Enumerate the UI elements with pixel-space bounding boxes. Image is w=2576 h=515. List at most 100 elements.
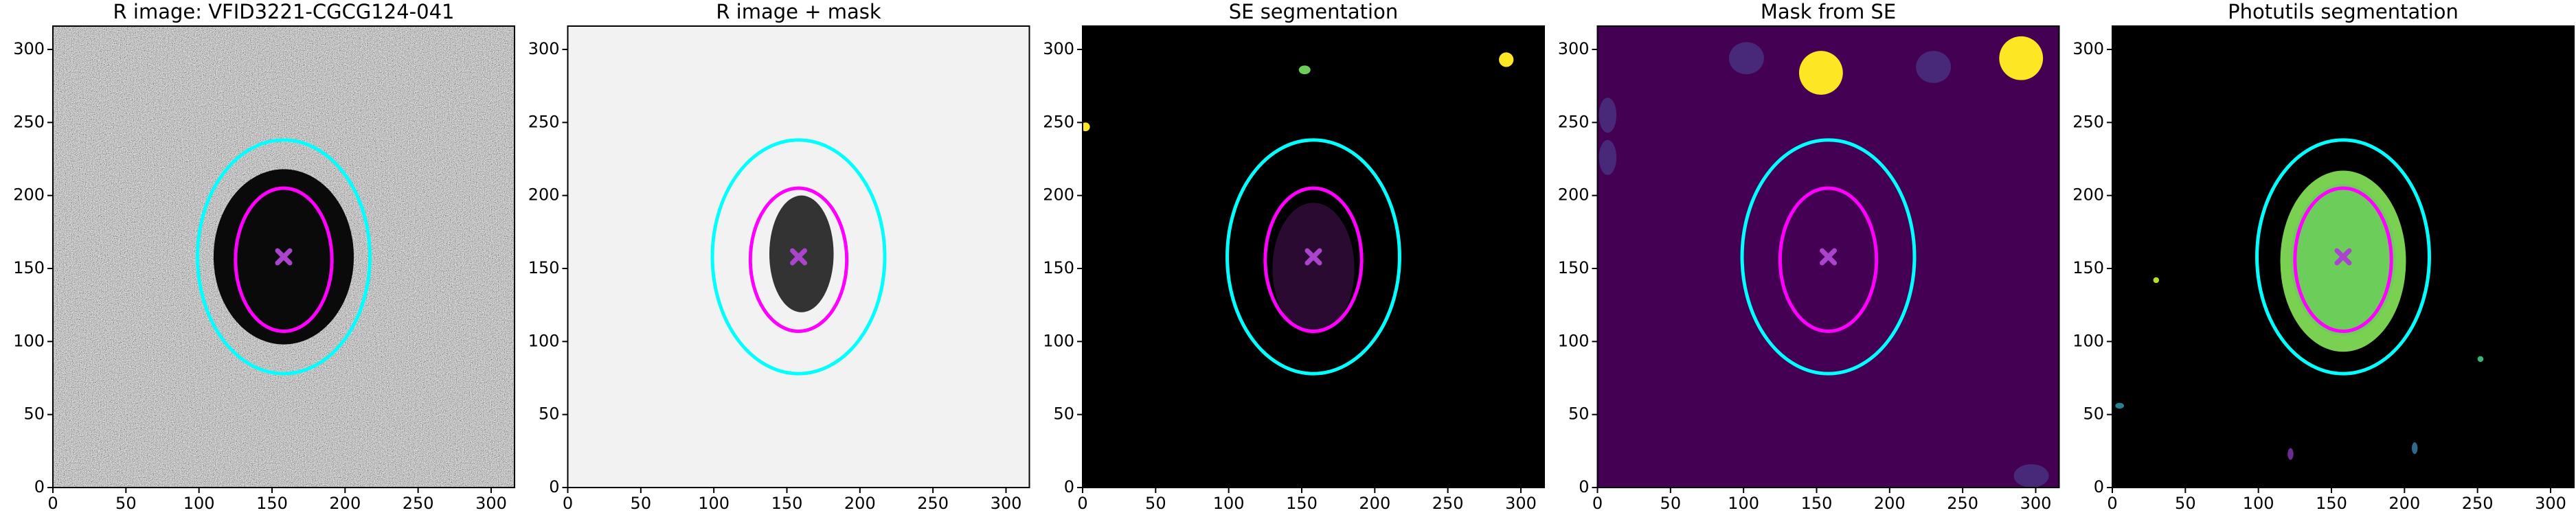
axes-frame xyxy=(567,25,1030,488)
aperture-ellipse xyxy=(2293,186,2393,333)
panel xyxy=(2112,26,2574,488)
aperture-ellipse xyxy=(1740,138,1917,376)
x-tick-label: 200 xyxy=(1874,494,1906,513)
aperture-ellipse xyxy=(1225,138,1401,376)
aperture-ellipse xyxy=(234,186,334,333)
x-tick-label: 0 xyxy=(2107,494,2117,513)
x-tick-label: 100 xyxy=(698,494,730,513)
y-tick-label: 150 xyxy=(1043,258,1074,277)
y-tick-label: 200 xyxy=(13,185,45,205)
x-tick-label: 50 xyxy=(2175,494,2196,513)
x-tick-label: 250 xyxy=(403,494,434,513)
x-tick-label: 100 xyxy=(1728,494,1759,513)
blob xyxy=(1083,122,1090,132)
x-tick-label: 250 xyxy=(1947,494,1978,513)
y-tick-label: 200 xyxy=(1043,185,1074,205)
panel-title: Photutils segmentation xyxy=(2228,0,2459,23)
x-tick-label: 150 xyxy=(1286,494,1318,513)
x-tick-label: 200 xyxy=(329,494,361,513)
y-tick-label: 300 xyxy=(1558,39,1590,58)
y-tick-label: 50 xyxy=(2083,404,2104,424)
y-tick-label: 250 xyxy=(1558,112,1590,131)
y-tick-label: 100 xyxy=(528,331,560,350)
y-tick-label: 300 xyxy=(1043,39,1074,58)
y-tick-label: 0 xyxy=(1579,477,1589,496)
aperture-ellipse xyxy=(1263,186,1364,333)
panel-title: R image: VFID3221-CGCG124-041 xyxy=(113,0,455,23)
y-tick-label: 100 xyxy=(2072,331,2104,350)
aperture-ellipse xyxy=(748,186,849,333)
y-tick-label: 300 xyxy=(528,39,560,58)
x-tick-label: 300 xyxy=(2535,494,2566,513)
blob xyxy=(1298,65,1311,75)
x-tick-label: 50 xyxy=(1145,494,1166,513)
y-tick-label: 50 xyxy=(23,404,45,424)
x-tick-label: 200 xyxy=(844,494,876,513)
x-tick-label: 300 xyxy=(2020,494,2052,513)
panel xyxy=(1083,26,1544,488)
axes-frame xyxy=(1596,25,2060,488)
blob xyxy=(1499,52,1514,67)
y-tick-label: 100 xyxy=(13,331,45,350)
x-tick-label: 100 xyxy=(183,494,215,513)
x-tick-label: 50 xyxy=(115,494,137,513)
blob xyxy=(2013,464,2049,488)
y-tick-label: 0 xyxy=(549,477,559,496)
y-tick-label: 250 xyxy=(13,112,45,131)
x-tick-label: 150 xyxy=(256,494,288,513)
y-tick-label: 150 xyxy=(1558,258,1590,277)
blob xyxy=(1598,98,1617,133)
center-marker xyxy=(1820,248,1837,266)
panel xyxy=(53,26,515,488)
x-tick-label: 300 xyxy=(475,494,507,513)
x-tick-label: 0 xyxy=(47,494,58,513)
y-tick-label: 50 xyxy=(1053,404,1074,424)
x-tick-label: 150 xyxy=(771,494,803,513)
y-tick-label: 150 xyxy=(13,258,45,277)
panel-title: R image + mask xyxy=(716,0,881,23)
y-tick-label: 100 xyxy=(1043,331,1074,350)
blob xyxy=(1272,203,1355,334)
blob xyxy=(2153,277,2160,284)
y-tick-label: 100 xyxy=(1558,331,1590,350)
x-tick-label: 0 xyxy=(1077,494,1087,513)
blob xyxy=(1728,42,1764,75)
x-tick-label: 50 xyxy=(1660,494,1682,513)
y-tick-label: 150 xyxy=(528,258,560,277)
x-tick-label: 200 xyxy=(2388,494,2420,513)
center-marker xyxy=(2334,248,2352,266)
x-tick-label: 250 xyxy=(1432,494,1464,513)
y-tick-label: 200 xyxy=(528,185,560,205)
panel xyxy=(567,26,1030,488)
y-tick-label: 0 xyxy=(1064,477,1074,496)
y-tick-label: 200 xyxy=(1558,185,1590,205)
x-tick-label: 250 xyxy=(917,494,949,513)
axes-frame xyxy=(2112,25,2575,488)
center-marker xyxy=(790,248,807,266)
x-tick-label: 300 xyxy=(1505,494,1537,513)
x-tick-label: 100 xyxy=(2243,494,2274,513)
blob xyxy=(1798,51,1843,95)
y-tick-label: 250 xyxy=(528,112,560,131)
y-tick-label: 300 xyxy=(2072,39,2104,58)
x-tick-label: 0 xyxy=(563,494,573,513)
y-tick-label: 50 xyxy=(539,404,560,424)
aperture-ellipse xyxy=(196,138,372,376)
x-tick-label: 0 xyxy=(1592,494,1603,513)
x-tick-label: 200 xyxy=(1359,494,1390,513)
y-tick-label: 300 xyxy=(13,39,45,58)
y-tick-label: 250 xyxy=(1043,112,1074,131)
center-marker xyxy=(275,248,293,266)
y-tick-label: 0 xyxy=(34,477,45,496)
x-tick-label: 100 xyxy=(1213,494,1245,513)
x-tick-label: 250 xyxy=(2462,494,2494,513)
y-tick-label: 50 xyxy=(1568,404,1590,424)
axes-frame xyxy=(1082,25,1545,488)
y-tick-label: 250 xyxy=(2072,112,2104,131)
x-tick-label: 50 xyxy=(631,494,652,513)
aperture-ellipse xyxy=(2255,138,2431,376)
x-tick-label: 150 xyxy=(1801,494,1833,513)
center-marker xyxy=(1304,248,1322,266)
blob xyxy=(2411,442,2418,455)
